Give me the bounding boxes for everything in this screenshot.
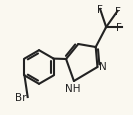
Text: N: N — [99, 61, 106, 71]
Text: F: F — [115, 7, 120, 17]
Text: F: F — [97, 5, 103, 15]
Text: Br: Br — [15, 92, 27, 102]
Text: F: F — [116, 23, 122, 33]
Text: NH: NH — [65, 84, 80, 93]
